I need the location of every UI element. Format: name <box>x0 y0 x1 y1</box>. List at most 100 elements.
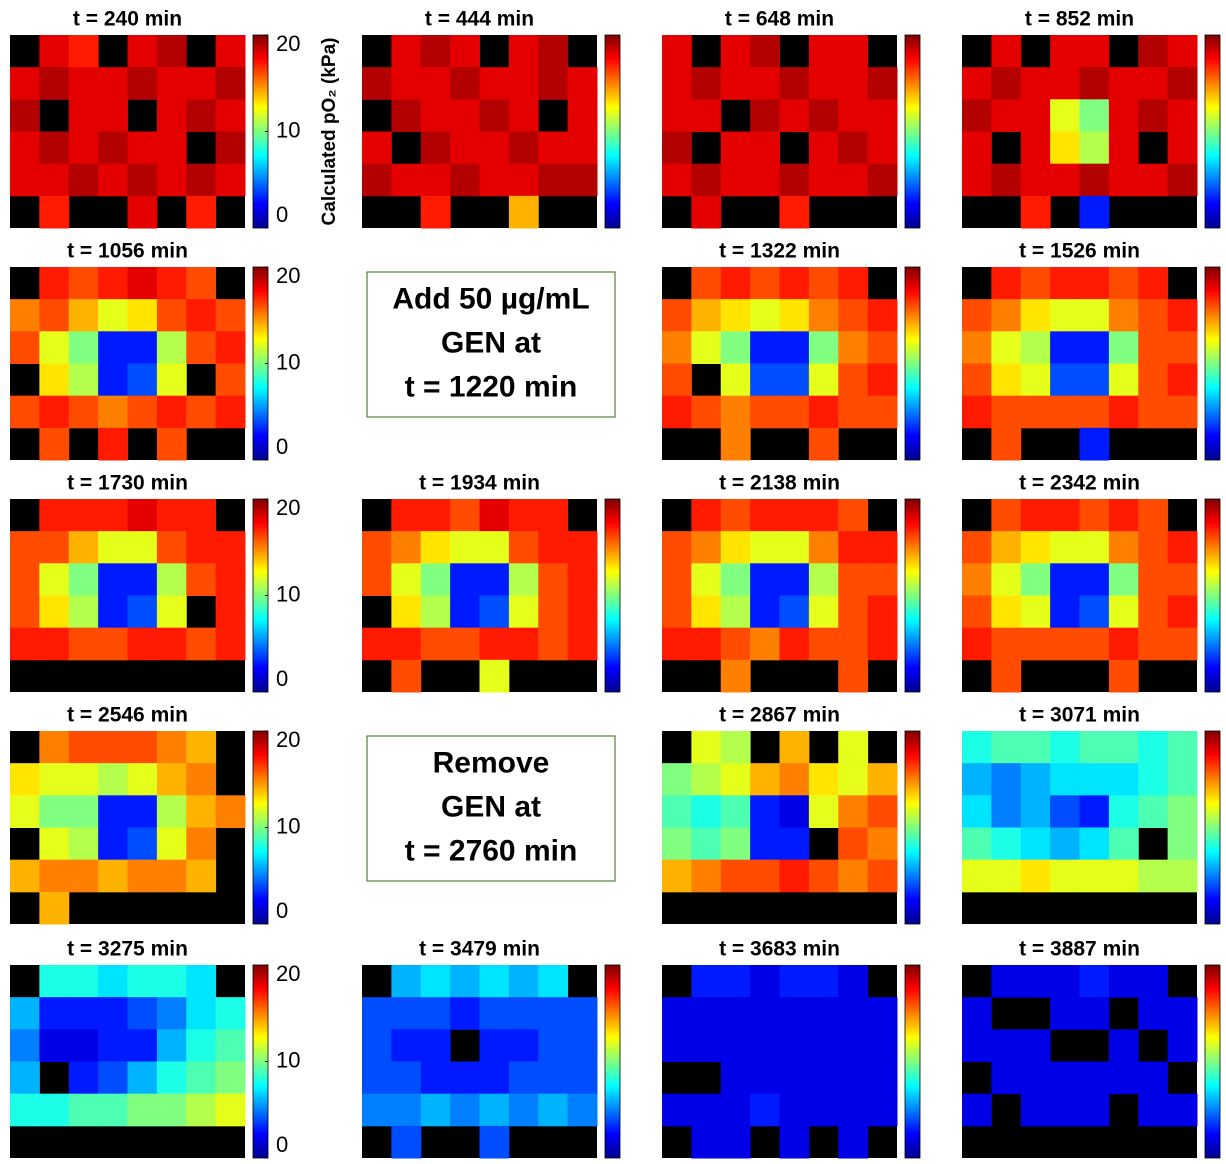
heatmap-cell <box>1080 628 1110 661</box>
heatmap-cell <box>98 531 128 564</box>
heatmap-cell <box>216 364 246 397</box>
heatmap-cell <box>991 267 1021 300</box>
heatmap-cell <box>421 531 451 564</box>
heatmap-cell <box>1138 628 1168 661</box>
colorbar-tick-label: 0 <box>276 202 288 227</box>
heatmap-cell <box>809 499 839 532</box>
heatmap-cell <box>509 196 539 229</box>
heatmap-cell <box>128 563 158 596</box>
heatmap-cell <box>1021 1029 1051 1062</box>
panel-title: t = 1934 min <box>419 472 540 495</box>
heatmap-cell <box>1050 132 1080 165</box>
heatmap-cell <box>69 965 99 998</box>
heatmap-cell <box>1168 795 1198 828</box>
heatmap-cell <box>480 531 510 564</box>
colorbar-tick-label: 20 <box>276 961 300 986</box>
heatmap-cell <box>10 99 40 132</box>
heatmap-cell <box>538 164 568 197</box>
heatmap-cell <box>69 67 99 100</box>
heatmap-cell <box>421 35 451 68</box>
heatmap-cell <box>1021 196 1051 229</box>
heatmap-cell <box>128 331 158 364</box>
heatmap-cell <box>1109 364 1139 397</box>
heatmap-cell <box>391 965 421 998</box>
heatmap-cell <box>809 628 839 661</box>
heatmap-cell <box>391 563 421 596</box>
heatmap-cell <box>780 196 810 229</box>
heatmap-cell <box>98 499 128 532</box>
heatmap-cell <box>568 563 598 596</box>
heatmap-cell <box>1080 795 1110 828</box>
heatmap-cell <box>1138 35 1168 68</box>
heatmap-cell <box>1168 997 1198 1030</box>
colorbar-tick-label: 0 <box>276 434 288 459</box>
heatmap-cell <box>991 164 1021 197</box>
heatmap-cell <box>1138 795 1168 828</box>
heatmap-cell <box>1021 563 1051 596</box>
heatmap-cell <box>991 828 1021 861</box>
heatmap-cell <box>186 67 216 100</box>
heatmap-cell <box>780 1062 810 1095</box>
heatmap-cell <box>1109 99 1139 132</box>
heatmap-cell <box>538 1094 568 1127</box>
heatmap-cell <box>391 596 421 629</box>
heatmap-cell <box>691 531 721 564</box>
heatmap-cell <box>691 828 721 861</box>
heatmap-cell <box>157 731 187 764</box>
heatmap-cell <box>721 596 751 629</box>
heatmap-cell <box>480 1126 510 1159</box>
heatmap-cell <box>1168 828 1198 861</box>
heatmap-cell <box>450 132 480 165</box>
heatmap-cell <box>809 1029 839 1062</box>
heatmap-cell <box>98 396 128 429</box>
heatmap-cell <box>391 660 421 693</box>
heatmap-cell <box>1021 628 1051 661</box>
heatmap-cell <box>1109 1062 1139 1095</box>
heatmap-cell <box>1050 997 1080 1030</box>
heatmap-cell <box>1109 628 1139 661</box>
heatmap-cell <box>1168 1029 1198 1062</box>
heatmap-cell <box>721 795 751 828</box>
heatmap-cell <box>10 596 40 629</box>
annotation-text: t = 1220 min <box>405 370 578 403</box>
heatmap-cell <box>69 795 99 828</box>
heatmap-cell <box>838 596 868 629</box>
heatmap-cell <box>1138 164 1168 197</box>
heatmap-cell <box>780 267 810 300</box>
colorbar <box>1205 731 1220 924</box>
heatmap-cell <box>538 1029 568 1062</box>
heatmap-cell <box>1021 267 1051 300</box>
heatmap-cell <box>662 628 692 661</box>
heatmap-cell <box>691 860 721 893</box>
heatmap-cell <box>186 1062 216 1095</box>
heatmap-cell <box>509 35 539 68</box>
heatmap-cell <box>186 396 216 429</box>
heatmap-cell <box>186 1094 216 1127</box>
heatmap-cell <box>780 67 810 100</box>
heatmap-cell <box>809 331 839 364</box>
heatmap-cell <box>780 860 810 893</box>
heatmap-cell <box>98 267 128 300</box>
heatmap-cell <box>1021 795 1051 828</box>
heatmap-cell <box>991 763 1021 796</box>
heatmap-cell <box>750 364 780 397</box>
heatmap-cell <box>216 35 246 68</box>
heatmap-cell <box>809 531 839 564</box>
heatmap-cell <box>691 499 721 532</box>
heatmap-cell <box>1168 99 1198 132</box>
heatmap-cell <box>391 1062 421 1095</box>
panel-title: t = 2138 min <box>719 472 840 495</box>
heatmap-cell <box>39 892 69 925</box>
heatmap-cell <box>509 965 539 998</box>
heatmap-cell <box>421 132 451 165</box>
heatmap-cell <box>1138 67 1168 100</box>
heatmap-cell <box>780 396 810 429</box>
heatmap-cell <box>1109 67 1139 100</box>
heatmap-cell <box>838 628 868 661</box>
heatmap-cell <box>1138 396 1168 429</box>
heatmap-cell <box>421 196 451 229</box>
heatmap-cell <box>10 164 40 197</box>
heatmap-cell <box>450 1094 480 1127</box>
heatmap-cell <box>216 531 246 564</box>
heatmap-cell <box>662 364 692 397</box>
